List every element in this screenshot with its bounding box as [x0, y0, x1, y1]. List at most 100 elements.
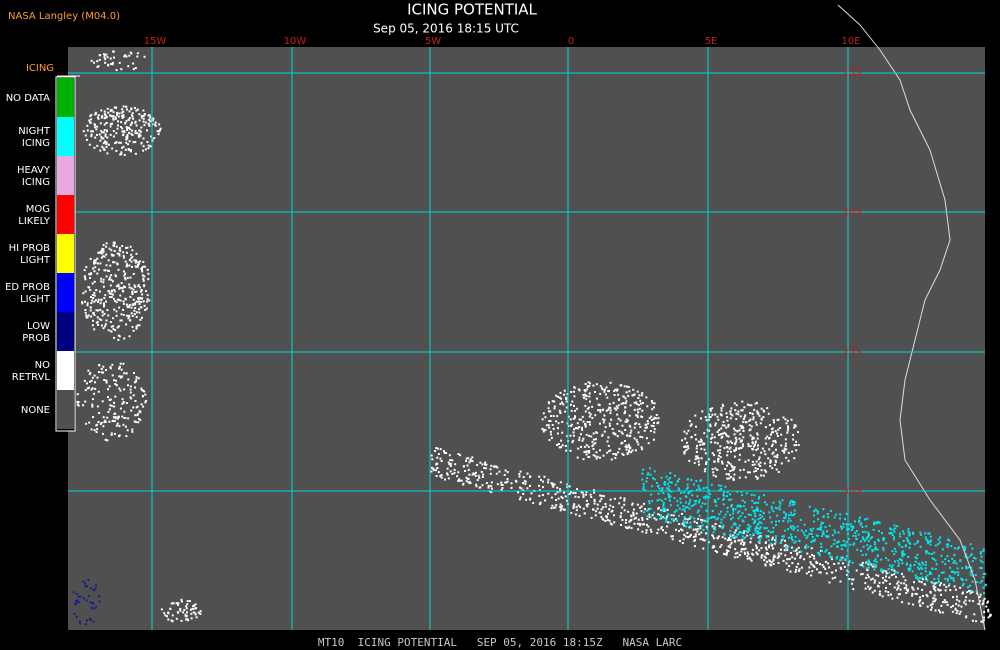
- cloud-pixel: [822, 508, 825, 511]
- cloud-pixel: [952, 577, 955, 580]
- cloud-pixel: [679, 539, 681, 542]
- cloud-pixel: [734, 523, 737, 526]
- cloud-pixel: [564, 495, 567, 498]
- cloud-pixel: [483, 467, 486, 469]
- cloud-pixel: [561, 444, 564, 447]
- cloud-pixel: [115, 132, 118, 135]
- cloud-pixel: [730, 450, 732, 453]
- cloud-pixel: [636, 390, 639, 393]
- cloud-pixel: [646, 518, 649, 520]
- cloud-pixel: [672, 519, 675, 522]
- cloud-pixel: [971, 569, 974, 572]
- cloud-pixel: [893, 547, 896, 550]
- cloud-pixel: [619, 419, 622, 422]
- cloud-pixel: [726, 506, 729, 509]
- cloud-pixel: [706, 495, 709, 498]
- cloud-pixel: [763, 555, 766, 558]
- cloud-pixel: [500, 481, 503, 484]
- cloud-pixel: [106, 136, 109, 139]
- cloud-pixel: [948, 584, 950, 587]
- cloud-pixel: [739, 515, 742, 518]
- legend-swatch: [57, 156, 74, 195]
- cloud-pixel: [135, 378, 138, 381]
- cloud-pixel: [840, 568, 843, 570]
- cloud-pixel: [969, 592, 972, 595]
- cloud-pixel: [938, 609, 940, 612]
- cloud-pixel: [147, 147, 150, 150]
- cloud-pixel: [617, 399, 620, 401]
- cloud-pixel: [743, 537, 746, 540]
- cloud-pixel: [642, 402, 644, 404]
- cloud-pixel: [690, 505, 693, 507]
- cloud-pixel: [550, 496, 553, 499]
- cloud-pixel: [131, 428, 134, 431]
- cloud-pixel: [640, 446, 643, 449]
- cloud-pixel: [142, 279, 145, 282]
- cloud-pixel: [728, 538, 731, 541]
- cloud-pixel: [704, 495, 707, 498]
- cloud-pixel: [121, 130, 124, 133]
- cloud-pixel: [75, 615, 78, 618]
- cloud-pixel: [588, 411, 591, 414]
- cloud-pixel: [146, 294, 149, 297]
- cloud-pixel: [802, 531, 805, 534]
- cloud-pixel: [743, 530, 746, 533]
- cloud-pixel: [725, 434, 728, 437]
- cloud-pixel: [482, 473, 485, 476]
- cloud-pixel: [478, 476, 481, 479]
- cloud-pixel: [108, 278, 111, 281]
- cloud-pixel: [114, 416, 117, 418]
- cloud-pixel: [107, 314, 110, 317]
- cloud-pixel: [815, 534, 818, 537]
- cloud-pixel: [662, 516, 665, 519]
- cloud-pixel: [98, 133, 101, 136]
- cloud-pixel: [87, 386, 90, 389]
- cloud-pixel: [765, 503, 768, 506]
- cloud-pixel: [572, 434, 575, 437]
- cloud-pixel: [117, 124, 119, 127]
- cloud-pixel: [875, 560, 878, 563]
- cloud-pixel: [678, 488, 681, 491]
- cloud-pixel: [827, 562, 829, 565]
- cloud-pixel: [871, 591, 874, 594]
- cloud-pixel: [744, 516, 747, 519]
- cloud-pixel: [751, 552, 754, 555]
- cloud-pixel: [112, 241, 115, 244]
- cloud-pixel: [862, 565, 865, 568]
- cloud-pixel: [710, 441, 713, 444]
- cloud-pixel: [724, 433, 727, 436]
- cloud-pixel: [953, 547, 956, 550]
- cloud-pixel: [890, 568, 893, 571]
- cloud-pixel: [769, 461, 772, 464]
- cloud-pixel: [897, 542, 900, 545]
- cloud-pixel: [134, 400, 137, 402]
- cloud-pixel: [907, 588, 909, 591]
- cloud-pixel: [431, 466, 433, 469]
- cloud-pixel: [764, 437, 767, 440]
- cloud-pixel: [967, 586, 970, 589]
- cloud-pixel: [773, 421, 775, 424]
- cloud-pixel: [683, 445, 686, 448]
- cloud-pixel: [618, 447, 621, 450]
- cloud-pixel: [74, 603, 77, 606]
- cloud-pixel: [766, 407, 769, 410]
- cloud-pixel: [757, 501, 760, 504]
- cloud-pixel: [569, 418, 572, 421]
- cloud-pixel: [137, 412, 140, 415]
- cloud-pixel: [137, 263, 139, 266]
- cloud-pixel: [713, 436, 716, 439]
- legend-swatch: [57, 117, 74, 156]
- cloud-pixel: [510, 482, 513, 485]
- cloud-pixel: [755, 531, 758, 534]
- cloud-pixel: [558, 409, 561, 412]
- cloud-pixel: [653, 511, 656, 514]
- cloud-pixel: [440, 459, 443, 462]
- cloud-pixel: [858, 563, 861, 566]
- cloud-pixel: [723, 447, 726, 450]
- cloud-pixel: [938, 580, 940, 583]
- cloud-pixel: [665, 518, 668, 521]
- cloud-pixel: [833, 539, 836, 542]
- cloud-pixel: [704, 520, 707, 523]
- legend-label: PROB: [22, 333, 50, 344]
- cloud-pixel: [614, 388, 617, 391]
